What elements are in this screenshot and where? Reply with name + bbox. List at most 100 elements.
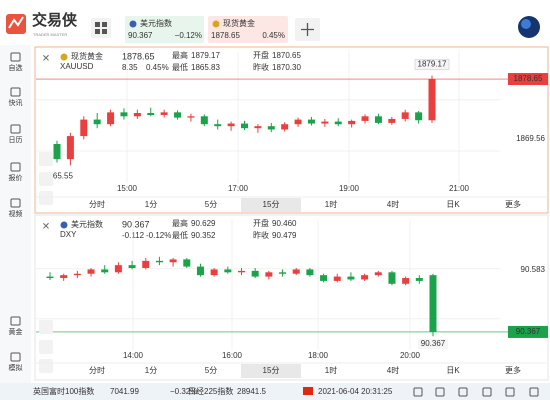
timeframe[interactable]: 更多 xyxy=(505,365,521,375)
sidebar-label: 模拟 xyxy=(9,363,23,372)
candle-body xyxy=(196,266,204,276)
timeframe[interactable]: 5分 xyxy=(205,200,217,209)
flag-icon xyxy=(303,387,313,395)
status-icon[interactable] xyxy=(529,387,539,397)
tool-button[interactable] xyxy=(39,172,53,186)
candle-body xyxy=(238,270,245,273)
stat-label: 开盘 xyxy=(253,218,269,228)
logo-sub: TRADER MASTER xyxy=(33,32,67,37)
timeframe[interactable]: 1时 xyxy=(325,365,337,375)
datetime: 2021-06-04 20:31:25 xyxy=(318,387,393,396)
tool-button[interactable] xyxy=(39,340,53,354)
tool-button[interactable] xyxy=(39,191,53,205)
candle-body xyxy=(160,112,168,115)
candle-body xyxy=(348,120,356,125)
timeframe[interactable]: 4时 xyxy=(387,365,399,375)
candle-body xyxy=(401,112,409,119)
timeframe[interactable]: 4时 xyxy=(387,199,399,209)
sidebar-icon[interactable] xyxy=(10,124,21,134)
dxy-panel xyxy=(34,214,549,381)
symbol-code: DXY xyxy=(60,230,77,239)
timeframe[interactable]: 1分 xyxy=(145,366,157,375)
low-label-box xyxy=(418,338,448,349)
stat-value: 1879.17 xyxy=(191,51,220,60)
x-tick-label: 18:00 xyxy=(308,351,329,360)
timeframe[interactable]: 日K xyxy=(446,200,460,209)
tab-change: −0.12% xyxy=(175,31,202,40)
candle-body xyxy=(388,118,396,123)
symbol-name: 现货黄金 xyxy=(71,51,103,61)
status-icon[interactable] xyxy=(413,387,423,397)
timeframe[interactable]: 15分 xyxy=(263,366,280,375)
stat-value: 90.352 xyxy=(191,231,216,240)
tab[interactable] xyxy=(208,16,288,43)
candle-body xyxy=(279,272,287,274)
sidebar-icon[interactable] xyxy=(10,352,21,362)
candle-body xyxy=(251,270,259,277)
timeframe[interactable]: 1分 xyxy=(145,200,157,209)
sidebar-icon[interactable] xyxy=(10,162,21,172)
scale-label: 1869.56 xyxy=(516,134,545,143)
stat-label: 昨收 xyxy=(253,230,269,240)
stat-label: 最高 xyxy=(172,50,188,60)
stat-value: 90.629 xyxy=(191,219,216,228)
sidebar-label: 黄金 xyxy=(9,327,23,336)
tab[interactable] xyxy=(125,16,204,43)
last-price-label: 90.367 xyxy=(516,327,541,336)
change: 8.35 xyxy=(122,63,138,72)
stat-label: 昨收 xyxy=(253,62,269,72)
ticker-value: 28941.5 xyxy=(237,387,266,396)
timeframe[interactable]: 15分 xyxy=(263,200,280,209)
status-icon[interactable] xyxy=(435,387,445,397)
sidebar-icon[interactable] xyxy=(10,87,21,97)
symbol-icon xyxy=(60,53,68,61)
candle-body xyxy=(133,112,141,117)
symbol-code: XAUUSD xyxy=(60,62,94,71)
candle-body xyxy=(361,116,369,121)
timeframe[interactable]: 1时 xyxy=(325,199,337,209)
ticker-name: 日经225指数 xyxy=(188,386,233,396)
candle-body xyxy=(321,121,329,124)
candle-body xyxy=(107,112,115,125)
sidebar-icon[interactable] xyxy=(10,52,21,62)
candle-body xyxy=(292,269,300,274)
low-label: 1865.55 xyxy=(44,172,73,181)
timeframe[interactable]: 日K xyxy=(446,366,460,375)
tool-button[interactable] xyxy=(39,320,53,334)
ticker-value: 7041.99 xyxy=(110,387,139,396)
x-tick-label: 16:00 xyxy=(222,351,243,360)
candle-body xyxy=(402,278,410,284)
candle-body xyxy=(210,269,218,276)
candle-body xyxy=(254,126,262,129)
change-pct: 0.45% xyxy=(146,63,169,72)
x-tick-label: 21:00 xyxy=(449,184,470,193)
sidebar-icon[interactable] xyxy=(10,198,21,208)
status-icon[interactable] xyxy=(482,387,492,397)
candle-body xyxy=(174,112,182,118)
sidebar-icon[interactable] xyxy=(10,316,21,326)
status-icon[interactable] xyxy=(458,387,468,397)
timeframe[interactable]: 更多 xyxy=(505,199,521,209)
x-tick-label: 15:00 xyxy=(117,184,138,193)
candle-body xyxy=(155,260,163,263)
tab-name: 美元指数 xyxy=(140,18,172,28)
candle-body xyxy=(101,269,109,273)
candle-body xyxy=(66,136,74,160)
candle-body xyxy=(73,273,81,276)
tool-button[interactable] xyxy=(39,152,53,166)
timeframe[interactable]: 分时 xyxy=(89,365,105,375)
candle-body xyxy=(147,112,155,115)
candle-body xyxy=(224,269,232,273)
grid-button[interactable] xyxy=(91,18,111,38)
high-label: 1879.17 xyxy=(418,60,447,69)
gold-panel xyxy=(34,46,549,214)
timeframe[interactable]: 5分 xyxy=(205,366,217,375)
candle-body xyxy=(120,112,128,117)
candle-body xyxy=(187,116,195,118)
timeframe-selected xyxy=(241,364,301,378)
candle-body xyxy=(374,272,382,276)
status-icon[interactable] xyxy=(505,387,515,397)
x-tick-label: 17:00 xyxy=(228,184,249,193)
tool-button[interactable] xyxy=(39,359,53,373)
timeframe[interactable]: 分时 xyxy=(89,199,105,209)
